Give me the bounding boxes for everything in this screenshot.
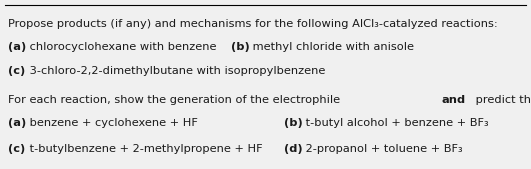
Text: (a): (a) [8,42,26,52]
Text: t-butylbenzene + 2-methylpropene + HF: t-butylbenzene + 2-methylpropene + HF [26,144,263,154]
Text: t-butyl alcohol + benzene + BF₃: t-butyl alcohol + benzene + BF₃ [302,118,489,128]
Text: (a): (a) [8,118,26,128]
Text: (d): (d) [284,144,303,154]
Text: 3-chloro-2,2-dimethylbutane with isopropylbenzene: 3-chloro-2,2-dimethylbutane with isoprop… [26,66,326,76]
Text: predict the products.: predict the products. [472,95,531,105]
Text: (b): (b) [284,118,303,128]
Text: (c): (c) [8,144,25,154]
Text: (c): (c) [8,66,25,76]
Text: benzene + cyclohexene + HF: benzene + cyclohexene + HF [26,118,198,128]
Text: and: and [441,95,465,105]
Text: For each reaction, show the generation of the electrophile: For each reaction, show the generation o… [8,95,344,105]
Text: Propose products (if any) and mechanisms for the following AlCl₃-catalyzed react: Propose products (if any) and mechanisms… [8,19,498,29]
Text: chlorocyclohexane with benzene: chlorocyclohexane with benzene [26,42,217,52]
Text: methyl chloride with anisole: methyl chloride with anisole [249,42,414,52]
Text: 2-propanol + toluene + BF₃: 2-propanol + toluene + BF₃ [302,144,463,154]
Text: (b): (b) [231,42,250,52]
